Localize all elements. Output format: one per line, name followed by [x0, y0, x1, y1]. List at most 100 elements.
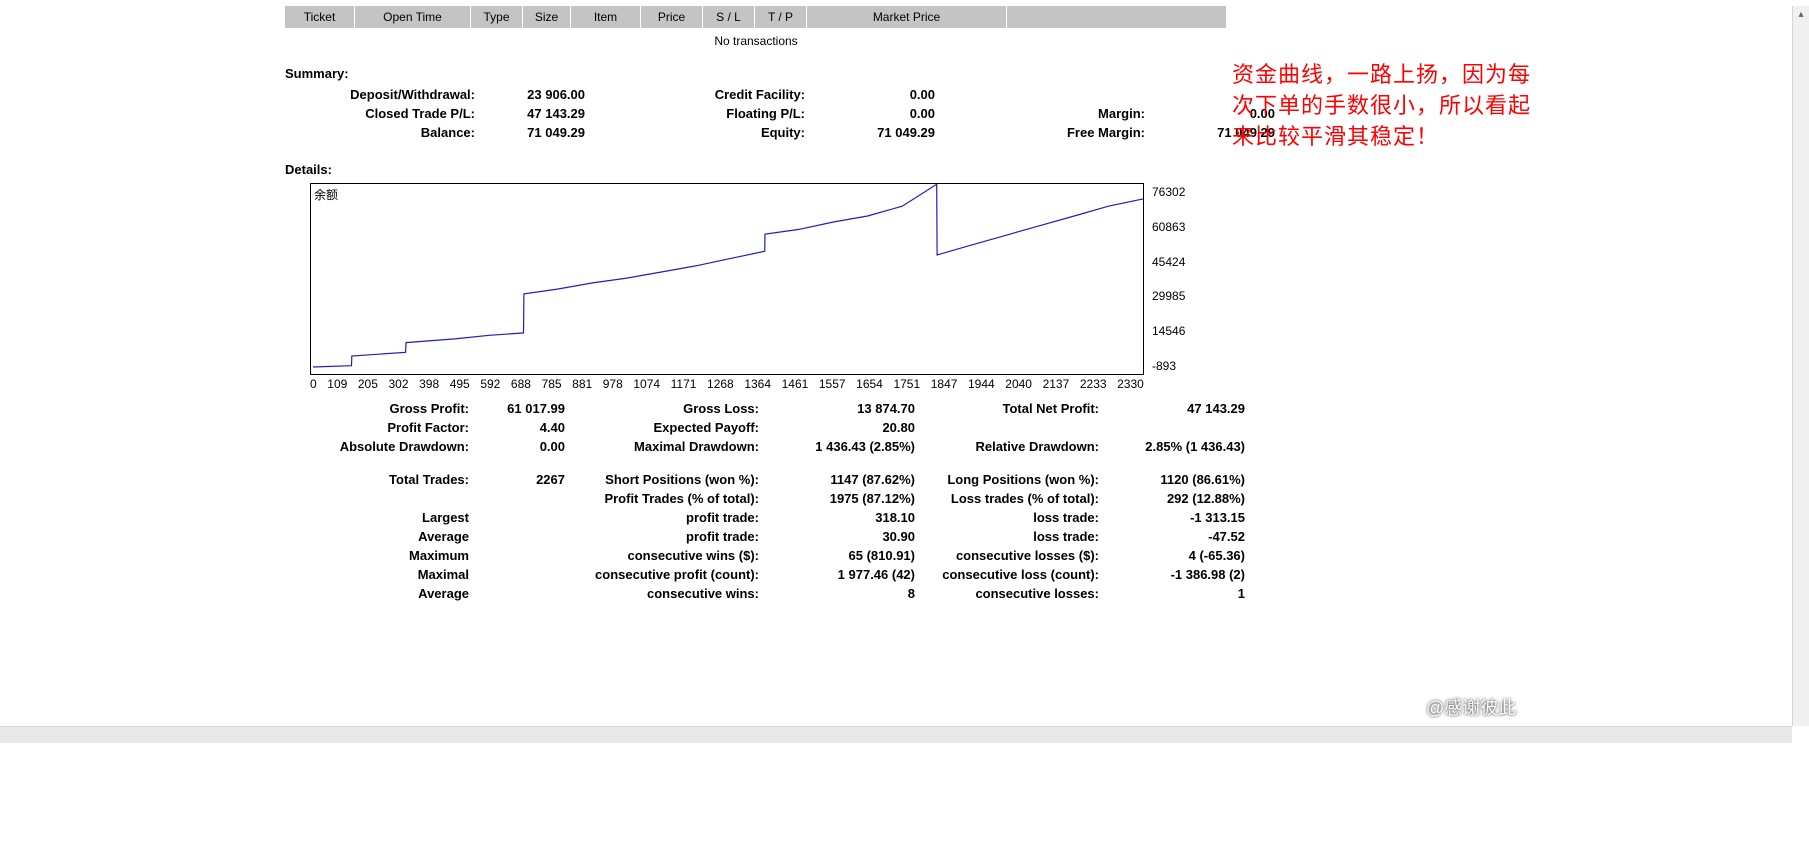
balance-chart: 余额 76302 60863 45424 29985 14546 -893	[310, 183, 1809, 375]
y-tick: 45424	[1152, 255, 1185, 269]
details-title: Details:	[285, 162, 1809, 177]
max-cons-profit-value: 1 977.46 (42)	[765, 567, 915, 582]
long-positions-label: Long Positions (won %):	[915, 472, 1105, 487]
expected-payoff-label: Expected Payoff:	[565, 420, 765, 435]
watermark-text: @感谢彼此	[1426, 694, 1516, 720]
largest-label: Largest	[285, 510, 475, 525]
header-col-price[interactable]: Price	[641, 6, 703, 28]
long-positions-value: 1120 (86.61%)	[1105, 472, 1245, 487]
margin-label: Margin:	[955, 106, 1145, 121]
watermark: @感谢彼此	[1400, 694, 1516, 720]
x-tick: 302	[388, 377, 408, 391]
y-tick: 60863	[1152, 220, 1185, 234]
max-drawdown-label: Maximal Drawdown:	[565, 439, 765, 454]
largest-profit-value: 318.10	[765, 510, 915, 525]
gross-profit-value: 61 017.99	[475, 401, 565, 416]
x-tick: 0	[310, 377, 317, 391]
balance-value: 71 049.29	[495, 125, 585, 140]
max-cons-loss-value: -1 386.98 (2)	[1105, 567, 1245, 582]
maximal-label: Maximal	[285, 567, 475, 582]
watermark-icon	[1400, 697, 1420, 717]
avg-loss-label: loss trade:	[915, 529, 1105, 544]
header-col-type[interactable]: Type	[471, 6, 523, 28]
x-tick: 495	[450, 377, 470, 391]
abs-drawdown-value: 0.00	[475, 439, 565, 454]
max-cons-loss-label: consecutive loss (count):	[915, 567, 1105, 582]
largest-loss-value: -1 313.15	[1105, 510, 1245, 525]
chart-x-axis: 0109205302398495592688785881978107411711…	[310, 375, 1144, 391]
equity-label: Equity:	[605, 125, 805, 140]
average-label: Average	[285, 529, 475, 544]
header-col-open-time[interactable]: Open Time	[355, 6, 471, 28]
deposit-withdrawal-value: 23 906.00	[495, 87, 585, 102]
max-drawdown-value: 1 436.43 (2.85%)	[765, 439, 915, 454]
max-cons-losses-value: 4 (-65.36)	[1105, 548, 1245, 563]
x-tick: 2137	[1043, 377, 1070, 391]
scroll-up-icon[interactable]: ▴	[1793, 6, 1809, 23]
x-tick: 1268	[707, 377, 734, 391]
x-tick: 1461	[782, 377, 809, 391]
header-col-size[interactable]: Size	[523, 6, 571, 28]
chart-legend-label: 余额	[314, 186, 338, 203]
max-cons-wins-label: consecutive wins ($):	[565, 548, 765, 563]
loss-trades-label: Loss trades (% of total):	[915, 491, 1105, 506]
horizontal-scrollbar[interactable]	[0, 726, 1792, 743]
equity-value: 71 049.29	[825, 125, 935, 140]
free-margin-label: Free Margin:	[955, 125, 1145, 140]
closed-trade-pl-label: Closed Trade P/L:	[285, 106, 475, 121]
total-net-profit-label: Total Net Profit:	[915, 401, 1105, 416]
vertical-scrollbar[interactable]: ▴	[1792, 6, 1809, 726]
y-tick: 29985	[1152, 289, 1185, 303]
summary-grid: Deposit/Withdrawal: 23 906.00 Credit Fac…	[285, 87, 1227, 140]
average2-label: Average	[285, 586, 475, 601]
x-tick: 785	[542, 377, 562, 391]
short-positions-value: 1147 (87.62%)	[765, 472, 915, 487]
total-trades-label: Total Trades:	[285, 472, 475, 487]
x-tick: 2040	[1005, 377, 1032, 391]
header-col-s-l[interactable]: S / L	[703, 6, 755, 28]
x-tick: 398	[419, 377, 439, 391]
total-trades-value: 2267	[475, 472, 565, 487]
loss-trades-value: 292 (12.88%)	[1105, 491, 1245, 506]
x-tick: 688	[511, 377, 531, 391]
avg-cons-losses-label: consecutive losses:	[915, 586, 1105, 601]
header-col-t-p[interactable]: T / P	[755, 6, 807, 28]
transactions-header: TicketOpen TimeTypeSizeItemPriceS / LT /…	[285, 6, 1227, 28]
x-tick: 1944	[968, 377, 995, 391]
x-tick: 205	[358, 377, 378, 391]
credit-facility-value: 0.00	[825, 87, 935, 102]
total-net-profit-value: 47 143.29	[1105, 401, 1245, 416]
avg-cons-losses-value: 1	[1105, 586, 1245, 601]
chart-y-axis: 76302 60863 45424 29985 14546 -893	[1144, 183, 1185, 375]
y-tick: -893	[1152, 359, 1185, 373]
x-tick: 1751	[893, 377, 920, 391]
header-col-market-price[interactable]: Market Price	[807, 6, 1007, 28]
header-col-item[interactable]: Item	[571, 6, 641, 28]
header-col-ticket[interactable]: Ticket	[285, 6, 355, 28]
y-tick: 14546	[1152, 324, 1185, 338]
profit-trades-value: 1975 (87.12%)	[765, 491, 915, 506]
x-tick: 2233	[1080, 377, 1107, 391]
x-tick: 881	[572, 377, 592, 391]
largest-profit-label: profit trade:	[565, 510, 765, 525]
abs-drawdown-label: Absolute Drawdown:	[285, 439, 475, 454]
avg-profit-value: 30.90	[765, 529, 915, 544]
gross-loss-label: Gross Loss:	[565, 401, 765, 416]
x-tick: 592	[480, 377, 500, 391]
avg-profit-label: profit trade:	[565, 529, 765, 544]
avg-cons-wins-label: consecutive wins:	[565, 586, 765, 601]
rel-drawdown-value: 2.85% (1 436.43)	[1105, 439, 1245, 454]
deposit-withdrawal-label: Deposit/Withdrawal:	[285, 87, 475, 102]
max-cons-wins-value: 65 (810.91)	[765, 548, 915, 563]
x-tick: 1847	[931, 377, 958, 391]
max-cons-profit-label: consecutive profit (count):	[565, 567, 765, 582]
y-tick: 76302	[1152, 185, 1185, 199]
avg-cons-wins-value: 8	[765, 586, 915, 601]
profit-trades-label: Profit Trades (% of total):	[565, 491, 765, 506]
details-stats-grid: Gross Profit: 61 017.99 Gross Loss: 13 8…	[285, 401, 1227, 601]
x-tick: 1654	[856, 377, 883, 391]
no-transactions-text: No transactions	[285, 28, 1227, 62]
x-tick: 1557	[819, 377, 846, 391]
x-tick: 109	[327, 377, 347, 391]
rel-drawdown-label: Relative Drawdown:	[915, 439, 1105, 454]
